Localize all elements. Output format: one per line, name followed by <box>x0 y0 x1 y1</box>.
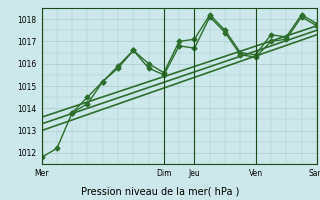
Text: Pression niveau de la mer( hPa ): Pression niveau de la mer( hPa ) <box>81 186 239 196</box>
